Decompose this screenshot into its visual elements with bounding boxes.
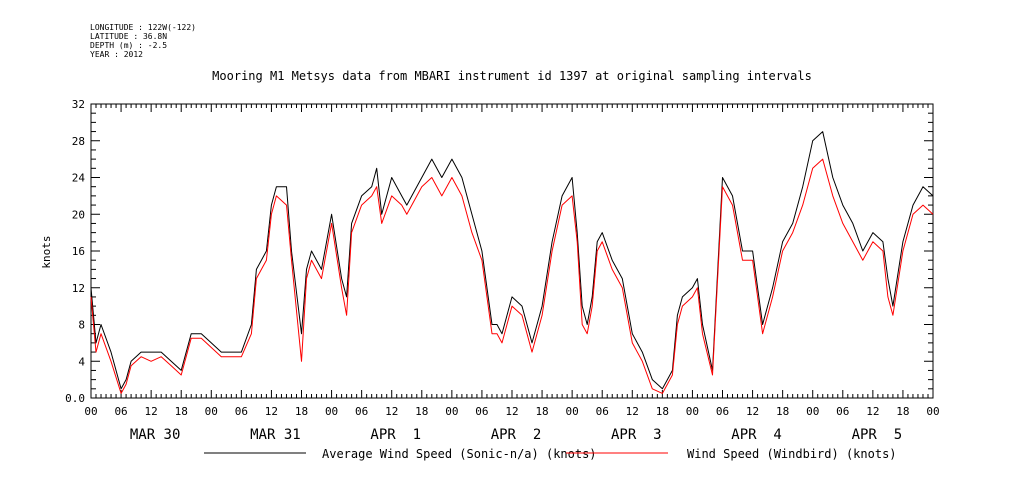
y-tick-label: 20 [72,208,85,221]
plot-frame [90,103,934,399]
legend-label-windbird: Wind Speed (Windbird) (knots) [687,447,897,461]
x-tick-label: 06 [235,405,248,418]
x-day-label: MAR 31 [250,427,301,443]
x-tick-label: 12 [265,405,278,418]
x-tick-label: 00 [926,405,939,418]
meta-latitude: LATITUDE : 36.8N [90,32,167,41]
x-day-label: APR 2 [491,427,542,443]
x-tick-label: 00 [566,405,579,418]
meta-longitude: LONGITUDE : 122W(-122) [90,23,196,32]
x-day-label: APR 1 [370,427,421,443]
x-day-label: APR 5 [852,427,903,443]
y-tick-label: 24 [72,172,86,185]
x-tick-label: 00 [325,405,338,418]
x-tick-label: 00 [84,405,97,418]
y-tick-label: 8 [78,319,85,332]
y-tick-label: 0.0 [65,392,85,405]
y-tick-label: 4 [78,355,85,368]
y-axis: 0.0 4 8 12 16 20 24 28 32 [65,98,933,405]
legend-label-average-wind-speed: Average Wind Speed (Sonic-n/a) (knots) [322,447,597,461]
x-tick-label: 12 [145,405,158,418]
x-tick-label: 00 [205,405,218,418]
x-tick-label: 18 [175,405,188,418]
legend: Average Wind Speed (Sonic-n/a) (knots) W… [204,447,897,461]
x-day-label: APR 4 [731,427,782,443]
series-line-average-wind-speed [90,131,934,390]
x-tick-label: 06 [836,405,849,418]
x-tick-label: 12 [505,405,518,418]
y-tick-label: 32 [72,98,85,111]
y-tick-label: 28 [72,135,85,148]
x-day-label: APR 3 [611,427,662,443]
x-tick-label: 12 [385,405,398,418]
x-tick-label: 18 [776,405,789,418]
x-tick-label: 12 [746,405,759,418]
x-tick-label: 18 [656,405,669,418]
x-tick-label: 18 [295,405,308,418]
data-series [90,131,934,394]
x-tick-label: 06 [716,405,729,418]
x-tick-label: 18 [415,405,428,418]
x-tick-label: 18 [535,405,548,418]
x-tick-label: 06 [355,405,368,418]
meta-year: YEAR : 2012 [90,50,143,59]
x-tick-label: 18 [896,405,909,418]
x-axis: 00 06 12 18 00 06 12 18 00 06 12 18 00 06 12 18 00 06 12 18… [84,104,940,443]
y-axis-label: knots [40,235,53,268]
meta-depth: DEPTH (m) : -2.5 [90,41,167,50]
x-day-label: MAR 30 [130,427,181,443]
series-line-windbird [90,158,934,394]
x-tick-label: 06 [596,405,609,418]
y-tick-label: 12 [72,282,85,295]
x-tick-label: 00 [686,405,699,418]
y-tick-label: 16 [72,245,85,258]
x-tick-label: 12 [626,405,639,418]
chart-title: Mooring M1 Metsys data from MBARI instru… [212,69,812,83]
x-tick-label: 06 [475,405,488,418]
x-tick-label: 06 [114,405,127,418]
x-tick-label: 00 [806,405,819,418]
x-tick-label: 12 [866,405,879,418]
x-tick-label: 00 [445,405,458,418]
